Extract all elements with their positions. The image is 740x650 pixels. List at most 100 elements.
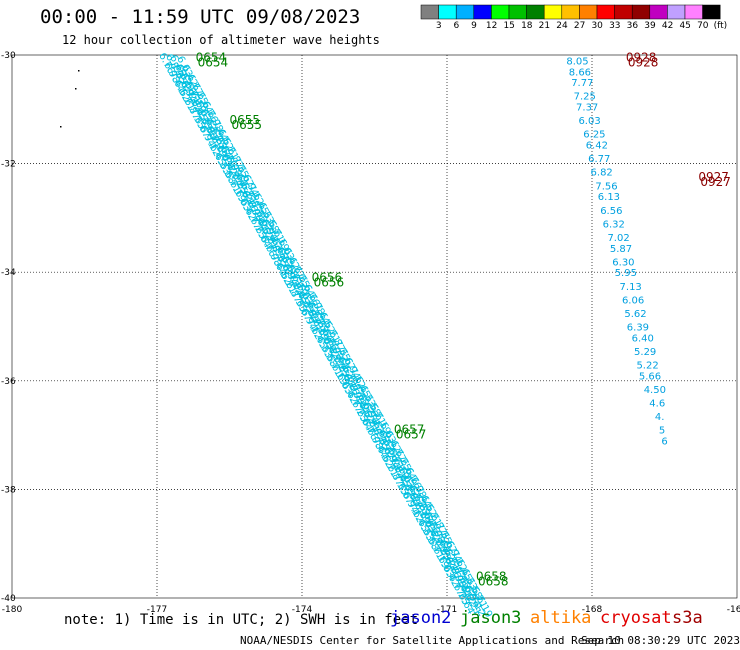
right-track-value-label: 6.32 [603,219,625,230]
right-track-value-label: 4.6 [649,399,665,410]
colorbar-swatch [702,4,721,20]
legend-s3a: s3a [672,608,703,628]
plot-frame [11,54,738,599]
right-track-value-label: 6.06 [622,295,644,306]
right-track-value-label: 7.25 [574,92,596,103]
stray-dot [75,88,77,90]
time-label: 0928 [628,56,659,70]
colorbar-tick-label: 9 [471,21,477,31]
right-track-value-label: 7.13 [620,282,642,293]
y-tick-label: -38 [1,485,16,495]
footer-timestamp: Sep 10 08:30:29 UTC 2023 [581,634,740,647]
y-tick-label: -32 [1,160,16,170]
colorbar-swatch [614,4,633,20]
right-track-value-label: 5.66 [639,371,661,382]
y-tick-label: -30 [1,51,16,61]
right-track-value-label: 6.25 [583,130,605,141]
colorbar-swatch [473,4,492,20]
time-label: 0658 [476,569,507,583]
x-tick-label: -165 [727,605,740,615]
colorbar-tick-label: 33 [609,21,621,31]
colorbar-tick-label: 30 [591,21,603,31]
time-label: 0927 [698,170,729,184]
colorbar-swatch [543,4,563,20]
colorbar-swatch [667,4,686,20]
colorbar-tick-label: 42 [661,21,674,31]
time-label: 0655 [230,113,261,127]
right-track-value-label: 6.40 [632,333,654,344]
right-track-value-label: 6.56 [600,206,622,217]
chart-subtitle: 12 hour collection of altimeter wave hei… [62,33,380,47]
right-track-value-label: 4. [655,412,665,423]
colorbar-swatch [649,4,668,20]
right-track-value-label: 7.02 [607,233,629,244]
x-tick-label: -174 [292,605,313,615]
y-tick-label: -40 [1,594,16,604]
right-track-value-label: 5.22 [636,361,658,372]
colorbar-swatch [438,4,457,20]
legend-jason3: jason3 [460,608,522,628]
right-track-value-label: 5.95 [615,268,637,279]
time-label: 0658 [478,574,509,588]
chart-title: 00:00 - 11:59 UTC 09/08/2023 [40,6,361,28]
colorbar-tick-label: 18 [521,21,533,31]
legend-jason2: jason2 [390,608,452,628]
right-track-value-label: 6.77 [588,154,610,165]
time-label: 0656 [312,271,343,285]
y-tick-label: -34 [1,268,16,278]
colorbar-tick-label: 27 [573,21,586,31]
footer-credit: NOAA/NESDIS Center for Satellite Applica… [240,634,625,647]
colorbar-swatch [491,4,510,20]
time-label: 0657 [396,428,427,442]
right-track-value-label: 5.62 [624,309,646,320]
colorbar-tick-label: 39 [644,21,656,31]
stray-dot [60,126,62,128]
right-track-value-label: 8.05 [566,56,588,67]
colorbar-tick-label: 36 [626,21,639,31]
colorbar-swatch [596,4,615,20]
right-track-value-label: 5 [659,426,665,437]
colorbar-swatch [561,4,580,20]
right-track-value-label: 7.56 [595,181,617,192]
colorbar-tick-label: 45 [679,21,691,31]
time-label: 0928 [626,51,657,65]
x-tick-label: -168 [582,605,603,615]
time-label: 0927 [700,175,731,189]
colorbar-tick-label: 70 [697,21,709,31]
time-label: 0654 [198,56,229,70]
stray-dot [78,70,80,72]
colorbar-tick-label: 21 [538,21,551,31]
colorbar-swatch [420,4,439,20]
colorbar-swatch [579,4,598,20]
colorbar-swatch [631,4,651,20]
right-track-value-label: 6 [661,437,667,448]
right-track-value-label: 8.66 [569,67,591,78]
right-track-value-label: 4.50 [644,385,666,396]
colorbar-tick-label: 24 [556,21,568,31]
right-track-value-label: 6.30 [612,257,634,268]
colorbar-tick-label: 12 [485,21,498,31]
colorbar-swatch [455,4,475,20]
right-track-value-label: 6.03 [578,116,600,127]
colorbar-tick-label: 3 [435,21,442,31]
x-tick-label: -171 [437,605,457,615]
right-track-value-label: 6.13 [598,192,620,203]
colorbar-tick-label: 6 [453,21,460,31]
colorbar-swatch [684,4,703,20]
right-track-value-label: 6.39 [627,323,649,334]
legend-cryosat: cryosat [600,608,672,628]
right-track-value-label: 5.87 [610,244,632,255]
colorbar-tick-label: (ft) [713,21,728,31]
time-label: 0654 [196,51,227,65]
colorbar-tick-label: 15 [503,21,515,31]
right-track-value-label: 6.42 [586,141,608,152]
colorbar-swatch [508,4,527,20]
time-label: 0657 [394,423,425,437]
x-tick-label: -180 [2,605,23,615]
right-track-value-label: 7.37 [576,103,598,114]
right-track-value-label: 7.77 [571,78,593,89]
right-track-value-label: 5.29 [634,347,656,358]
time-label: 0656 [314,276,345,290]
x-tick-label: -177 [147,605,167,615]
